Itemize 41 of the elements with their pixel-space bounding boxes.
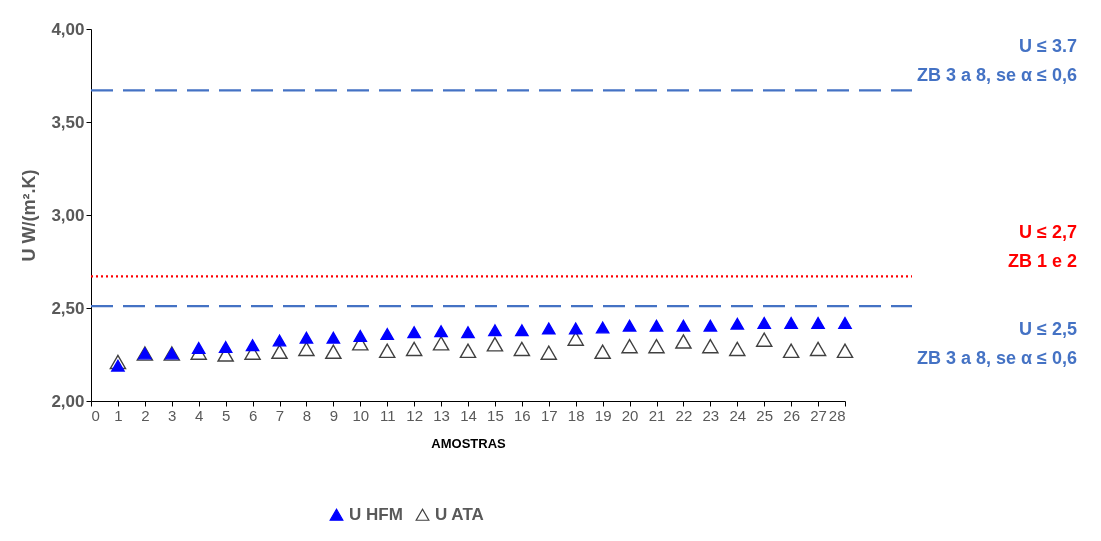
x-tick-label: 28 <box>828 406 846 424</box>
x-tick-label: 15 <box>487 406 504 424</box>
x-tick-label: 14 <box>460 406 477 424</box>
x-tick-label: 25 <box>756 406 774 424</box>
x-tick-label: 21 <box>648 406 666 424</box>
x-tick-label: 22 <box>675 406 693 424</box>
x-tick-label: 4 <box>195 406 204 424</box>
x-tick-label: 17 <box>540 406 558 424</box>
x-tick-label: 20 <box>621 406 639 424</box>
x-tick-label: 19 <box>594 406 612 424</box>
y-tick-label: 3,00 <box>51 205 85 225</box>
x-tick-label: 3 <box>168 406 177 424</box>
x-tick-label: 11 <box>379 406 396 424</box>
ref-line-label: U ≤ 2,5 ZB 3 a 8, se α ≤ 0,6 <box>916 319 1077 369</box>
x-tick-label: 13 <box>433 406 450 424</box>
x-tick-label: 23 <box>702 406 720 424</box>
x-tick-label: 7 <box>275 406 285 424</box>
y-tick-label: 3,50 <box>51 112 85 132</box>
y-tick-label: 2,50 <box>51 298 85 318</box>
x-tick-label: 18 <box>567 406 585 424</box>
x-tick-label: 0 <box>91 406 100 424</box>
legend-label: U ATA <box>435 504 484 524</box>
x-tick-label: 9 <box>329 406 339 424</box>
x-tick-label: 1 <box>114 406 123 424</box>
ref-line-label: U ≤ 3.7 ZB 3 a 8, se α ≤ 0,6 <box>916 36 1077 86</box>
x-tick-label: 27 <box>810 406 827 424</box>
y-tick-label: 2,00 <box>51 391 85 411</box>
x-tick-label: 8 <box>302 406 312 424</box>
x-axis-title: AMOSTRAS <box>431 435 507 451</box>
x-tick-label: 10 <box>352 406 370 424</box>
x-tick-label: 12 <box>406 406 423 424</box>
x-tick-label: 6 <box>248 406 258 424</box>
x-tick-label: 16 <box>514 406 531 424</box>
legend-label: U HFM <box>349 504 403 524</box>
x-tick-label: 24 <box>729 406 747 424</box>
x-tick-label: 2 <box>141 406 150 424</box>
x-tick-label: 5 <box>221 406 231 424</box>
x-tick-label: 26 <box>783 406 800 424</box>
y-axis-title: U W/(m².K) <box>19 169 40 262</box>
ref-line-label: U ≤ 2,7 ZB 1 e 2 <box>1007 222 1077 272</box>
y-tick-label: 4,00 <box>51 19 85 39</box>
